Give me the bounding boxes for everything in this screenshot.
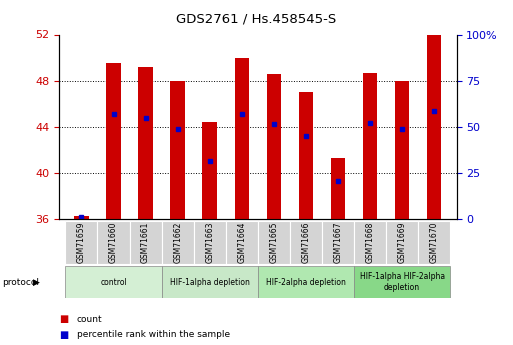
Bar bbox=[299, 92, 313, 219]
Bar bbox=[139, 67, 153, 219]
Text: HIF-1alpha HIF-2alpha
depletion: HIF-1alpha HIF-2alpha depletion bbox=[360, 272, 445, 292]
Text: protocol: protocol bbox=[3, 278, 40, 287]
Text: HIF-2alpha depletion: HIF-2alpha depletion bbox=[266, 277, 346, 287]
Bar bbox=[331, 158, 345, 219]
Bar bbox=[97, 221, 129, 264]
Bar bbox=[203, 122, 217, 219]
Text: control: control bbox=[100, 277, 127, 287]
Bar bbox=[267, 74, 281, 219]
Bar bbox=[66, 266, 162, 298]
Text: GSM71661: GSM71661 bbox=[141, 222, 150, 263]
Bar bbox=[106, 63, 121, 219]
Bar bbox=[226, 221, 258, 264]
Bar bbox=[234, 58, 249, 219]
Bar bbox=[258, 221, 290, 264]
Text: GSM71664: GSM71664 bbox=[237, 221, 246, 263]
Text: GDS2761 / Hs.458545-S: GDS2761 / Hs.458545-S bbox=[176, 12, 337, 25]
Text: ■: ■ bbox=[59, 330, 68, 339]
Bar bbox=[322, 221, 354, 264]
Text: GSM71669: GSM71669 bbox=[398, 221, 407, 263]
Bar bbox=[162, 266, 258, 298]
Text: GSM71666: GSM71666 bbox=[301, 221, 310, 263]
Bar bbox=[354, 221, 386, 264]
Text: HIF-1alpha depletion: HIF-1alpha depletion bbox=[170, 277, 250, 287]
Bar bbox=[395, 81, 409, 219]
Text: GSM71660: GSM71660 bbox=[109, 221, 118, 263]
Text: count: count bbox=[77, 315, 103, 324]
Bar bbox=[290, 221, 322, 264]
Text: GSM71665: GSM71665 bbox=[269, 221, 279, 263]
Bar bbox=[162, 221, 194, 264]
Text: GSM71659: GSM71659 bbox=[77, 221, 86, 263]
Text: GSM71663: GSM71663 bbox=[205, 221, 214, 263]
Bar bbox=[170, 81, 185, 219]
Bar bbox=[427, 34, 441, 219]
Text: ▶: ▶ bbox=[33, 278, 40, 287]
Bar bbox=[258, 266, 354, 298]
Bar bbox=[418, 221, 450, 264]
Bar bbox=[130, 221, 162, 264]
Text: GSM71668: GSM71668 bbox=[365, 222, 374, 263]
Bar bbox=[66, 221, 97, 264]
Text: GSM71670: GSM71670 bbox=[429, 221, 439, 263]
Bar bbox=[74, 216, 89, 219]
Text: GSM71667: GSM71667 bbox=[333, 221, 343, 263]
Text: ■: ■ bbox=[59, 314, 68, 324]
Bar bbox=[354, 266, 450, 298]
Text: GSM71662: GSM71662 bbox=[173, 222, 182, 263]
Text: percentile rank within the sample: percentile rank within the sample bbox=[77, 330, 230, 339]
Bar bbox=[194, 221, 226, 264]
Bar bbox=[386, 221, 418, 264]
Bar bbox=[363, 72, 377, 219]
